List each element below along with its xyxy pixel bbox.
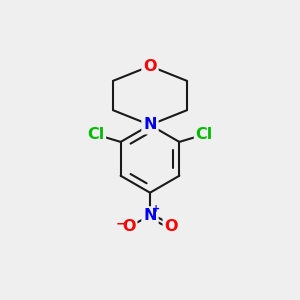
Text: O: O xyxy=(122,219,136,234)
Text: Cl: Cl xyxy=(196,127,213,142)
Text: O: O xyxy=(143,58,157,74)
Text: O: O xyxy=(164,219,178,234)
Text: Cl: Cl xyxy=(87,127,104,142)
Text: −: − xyxy=(115,218,126,230)
Text: N: N xyxy=(143,208,157,223)
Text: N: N xyxy=(143,118,157,133)
Text: +: + xyxy=(152,204,160,214)
